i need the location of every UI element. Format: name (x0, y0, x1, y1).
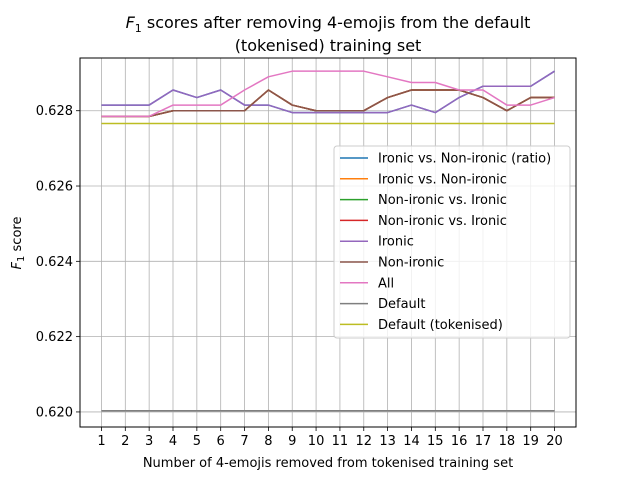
chart-title-line1: F1 scores after removing 4-emojis from t… (126, 13, 531, 35)
legend-label: Default (tokenised) (378, 318, 503, 333)
x-tick-label: 14 (403, 434, 420, 449)
ylabel-subscript: 1 (16, 256, 27, 262)
x-tick-label: 1 (97, 434, 105, 449)
x-tick-label: 7 (240, 434, 248, 449)
chart-title-line2: (tokenised) training set (235, 36, 422, 55)
x-tick-label: 20 (546, 434, 563, 449)
x-tick-label: 12 (355, 434, 372, 449)
title-rest: scores after removing 4-emojis from the … (142, 13, 531, 32)
legend-label: Ironic (378, 235, 414, 250)
x-tick-label: 15 (427, 434, 444, 449)
y-tick-label: 0.628 (36, 104, 73, 119)
x-tick-label: 4 (169, 434, 177, 449)
legend-label: Default (378, 297, 426, 312)
ylabel-rest: score (10, 217, 25, 256)
x-tick-label: 8 (264, 434, 272, 449)
x-tick-label: 6 (217, 434, 225, 449)
series-line-4 (101, 70, 555, 114)
y-axis-ticks: 0.620 0.622 0.624 0.626 0.628 (36, 104, 80, 420)
x-axis-label: Number of 4-emojis removed from tokenise… (143, 456, 513, 471)
series-line-5 (101, 89, 555, 118)
x-tick-label: 16 (451, 434, 468, 449)
x-tick-label: 10 (308, 434, 325, 449)
ylabel-f: F (10, 261, 25, 269)
plot-frame (79, 57, 577, 428)
x-tick-label: 3 (145, 434, 153, 449)
legend-label: Ironic vs. Non-ironic (ratio) (378, 152, 551, 167)
x-tick-label: 13 (379, 434, 396, 449)
x-tick-label: 11 (332, 434, 349, 449)
chart-title: F1 scores after removing 4-emojis from t… (126, 13, 531, 55)
legend-label: Non-ironic vs. Ironic (378, 214, 507, 229)
x-tick-label: 17 (475, 434, 492, 449)
x-tick-label: 2 (121, 434, 129, 449)
legend-box (333, 145, 571, 339)
x-tick-label: 19 (522, 434, 539, 449)
y-axis-label: F1 score (10, 217, 27, 270)
y-tick-label: 0.626 (36, 180, 73, 195)
legend: Ironic vs. Non-ironic (ratio) Ironic vs. … (333, 145, 571, 339)
y-tick-label: 0.624 (36, 255, 73, 270)
series-line-6 (101, 70, 555, 118)
x-axis-ticks: 1 2 3 4 5 6 7 8 9 10 11 12 13 14 15 16 17 18 19 20 (97, 427, 563, 449)
plot-lines (101, 70, 555, 412)
y-tick-label: 0.620 (36, 405, 73, 420)
x-tick-label: 18 (499, 434, 516, 449)
x-tick-label: 9 (288, 434, 296, 449)
legend-label: Non-ironic vs. Ironic (378, 193, 507, 208)
x-tick-label: 5 (193, 434, 201, 449)
y-tick-label: 0.622 (36, 330, 73, 345)
title-subscript: 1 (135, 22, 142, 35)
legend-label: Non-ironic (378, 256, 444, 271)
legend-label: All (378, 276, 394, 291)
title-f: F (126, 13, 136, 32)
legend-label: Ironic vs. Non-ironic (378, 172, 507, 187)
